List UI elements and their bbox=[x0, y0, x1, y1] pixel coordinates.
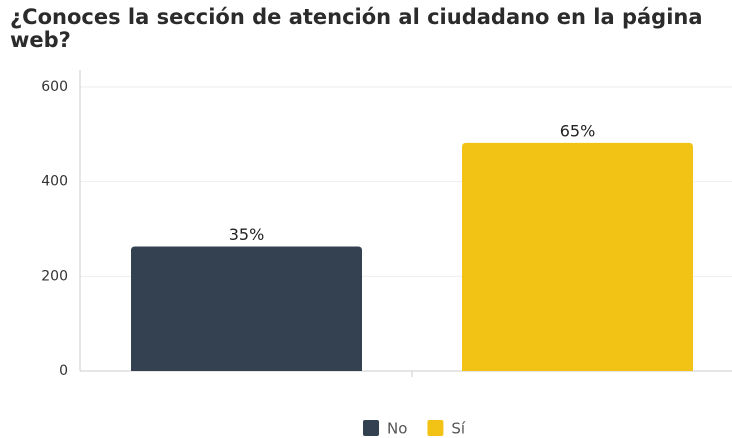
y-tick-label: 600 bbox=[41, 79, 68, 95]
y-tick-label: 200 bbox=[41, 268, 68, 284]
bar bbox=[131, 246, 362, 371]
y-tick-label: 0 bbox=[59, 363, 68, 379]
legend-label: No bbox=[387, 420, 407, 438]
legend-label: Sí bbox=[451, 420, 466, 438]
data-label: 35% bbox=[229, 225, 265, 244]
chart-title: ¿Conoces la sección de atención al ciuda… bbox=[10, 5, 703, 52]
bar bbox=[462, 142, 693, 371]
legend-swatch bbox=[363, 420, 379, 436]
y-tick-label: 400 bbox=[41, 174, 68, 190]
data-label: 65% bbox=[560, 121, 596, 140]
legend-swatch bbox=[427, 420, 444, 436]
